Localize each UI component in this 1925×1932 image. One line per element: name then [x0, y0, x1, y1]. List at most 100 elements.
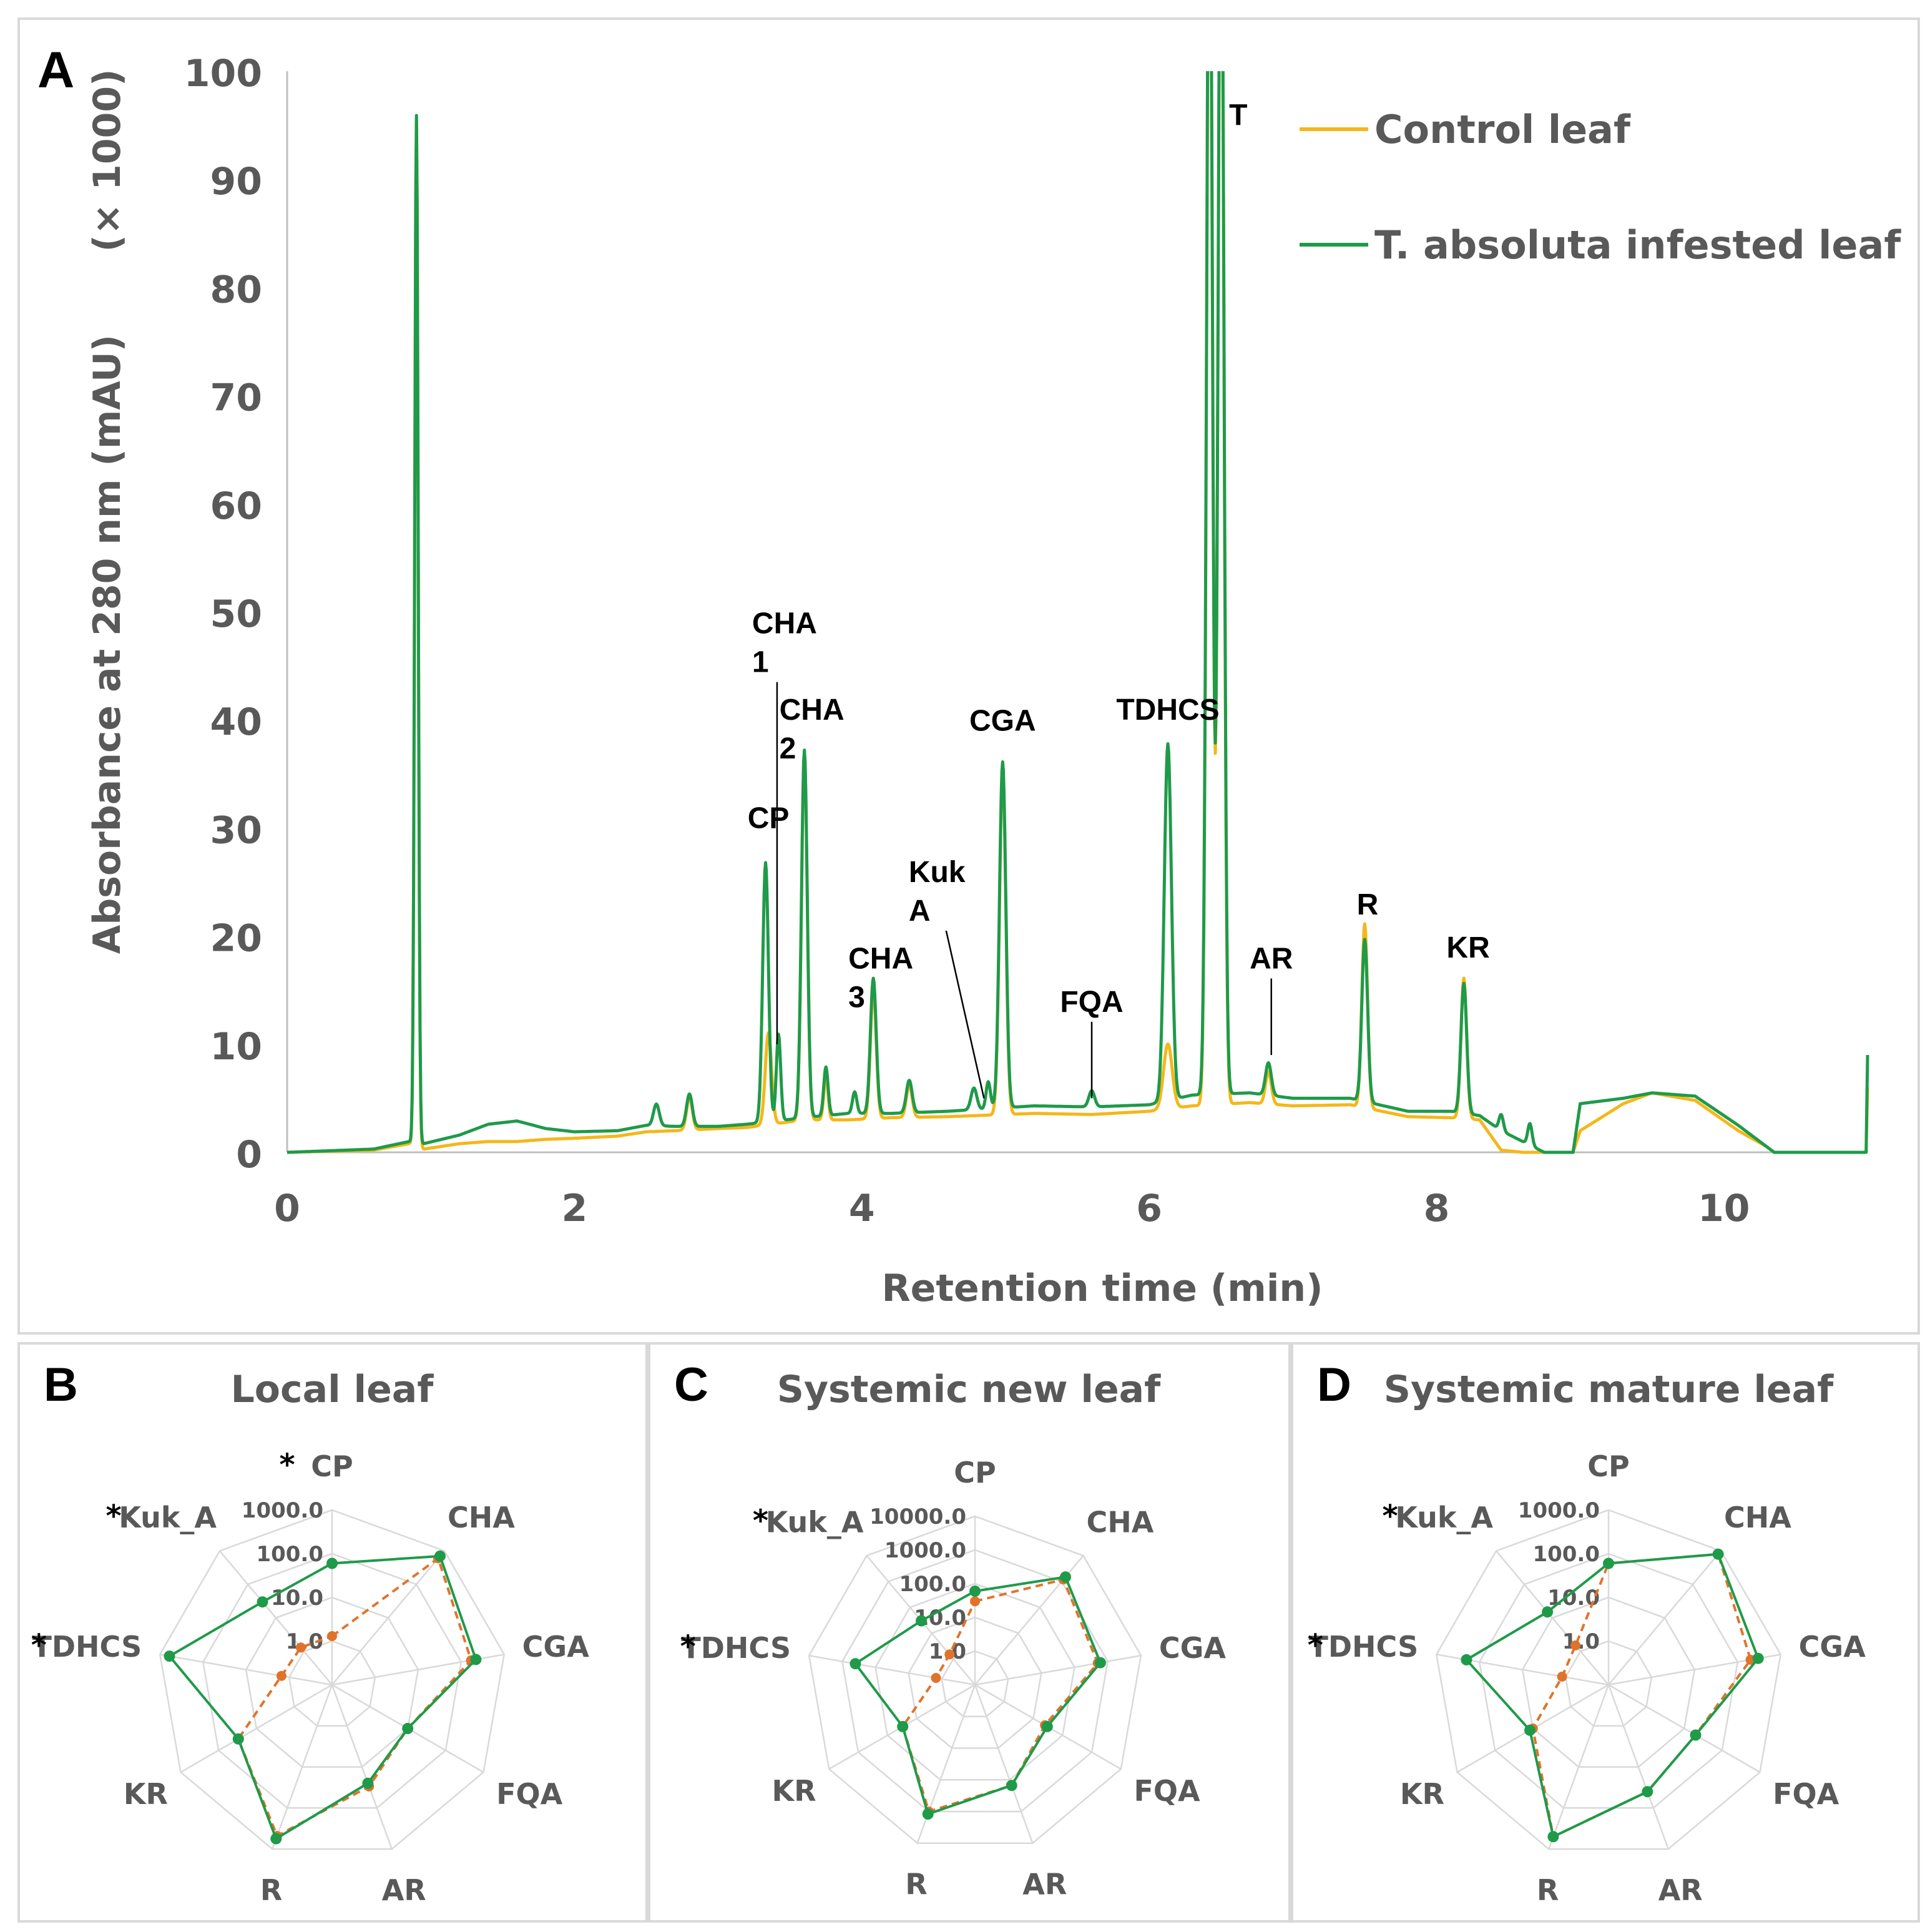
radar-category-label: CP	[311, 1449, 353, 1483]
infested-data-point	[434, 1550, 446, 1562]
radar-grid-ring	[808, 1515, 1142, 1844]
y-axis-scale-label: (× 1000)	[86, 69, 129, 252]
peak-label-tdhcs: TDHCS	[1116, 694, 1219, 727]
radar-title: Systemic new leaf	[777, 1368, 1161, 1411]
radar-category-label: CGA	[1159, 1631, 1227, 1665]
peak-label-text: 1	[752, 646, 769, 679]
radar-category-label: TDHCS	[32, 1630, 142, 1664]
infested-trace-line	[286, 71, 1869, 1154]
peak-label-text: R	[1357, 888, 1379, 921]
peak-label-kuk-a: Kuk A	[909, 856, 985, 1099]
peak-label-ar: AR	[1250, 943, 1293, 1056]
control-data-point	[276, 1670, 287, 1681]
radar-grid-ring	[941, 1650, 1009, 1717]
radar-chart-systemic-mature-leaf: D Systemic mature leaf1000.0100.010.01.0C…	[1308, 1358, 1866, 1907]
radar-ring-label: 1000.0	[884, 1538, 966, 1563]
radar-grid-ring	[288, 1640, 376, 1727]
infested-data-point	[326, 1557, 338, 1569]
infested-data-point	[897, 1720, 909, 1732]
radar-grid-ring	[874, 1582, 1075, 1781]
peak-label-kr: KR	[1446, 931, 1489, 964]
chromatogram-chart: A 0 10 20 30 40 50 60 70 80 90 100 0 2 4 6 8 10 Retention …	[37, 42, 1901, 1310]
radar-category-label: R	[260, 1873, 282, 1907]
radar-grid-ring	[245, 1596, 419, 1768]
y-tick-label: 10	[210, 1025, 263, 1069]
radar-category-label: KR	[1400, 1777, 1444, 1811]
significance-star-icon: *	[1308, 1628, 1323, 1663]
significance-star-icon: *	[31, 1628, 47, 1663]
radar-ring-label: 1000.0	[1518, 1498, 1600, 1523]
infested-data-point	[1524, 1724, 1536, 1736]
radar-spoke	[272, 1684, 333, 1850]
radar-title: Local leaf	[231, 1368, 434, 1411]
peak-label-text: TDHCS	[1116, 694, 1219, 727]
radar-category-label: R	[905, 1867, 927, 1901]
x-tick-label: 8	[1424, 1187, 1450, 1230]
x-tick-label: 10	[1698, 1187, 1750, 1230]
radar-category-label: Kuk_A	[1395, 1501, 1493, 1534]
y-tick-label: 30	[210, 808, 263, 852]
y-tick-label: 100	[184, 52, 262, 96]
radar-spoke	[1496, 1550, 1609, 1685]
radar-spoke	[331, 1684, 393, 1850]
significance-star-icon: *	[279, 1448, 295, 1483]
infested-data-point	[1094, 1657, 1106, 1669]
y-tick-label: 60	[210, 484, 263, 528]
radar-ring-label: 1.0	[1562, 1629, 1600, 1654]
radar-spoke	[974, 1684, 1034, 1844]
radar-panel-systemic-mature-leaf: D Systemic mature leaf 1000.0 100.0 10.0 1.0 C…	[1291, 1342, 1920, 1923]
infested-data-point	[270, 1833, 282, 1845]
radar-spoke	[808, 1654, 976, 1686]
radar-category-label: TDHCS	[1309, 1630, 1419, 1664]
infested-data-point	[1690, 1729, 1702, 1741]
radar-spoke	[1548, 1684, 1610, 1850]
infested-data-point	[257, 1596, 268, 1608]
x-tick-label: 6	[1136, 1187, 1162, 1230]
y-tick-label: 70	[210, 376, 263, 420]
radar-category-label: R	[1537, 1873, 1559, 1907]
radar-grid-ring	[159, 1509, 506, 1850]
infested-data-point	[1041, 1720, 1053, 1732]
peak-label-text: 2	[780, 732, 796, 765]
y-tick-label: 80	[210, 268, 263, 311]
trace-group	[286, 71, 1869, 1154]
radar-category-label: CHA	[1087, 1506, 1154, 1539]
radar-category-label: TDHCS	[681, 1631, 791, 1665]
peak-label-text: 3	[848, 981, 865, 1014]
radar-category-label: CP	[1587, 1449, 1629, 1483]
peak-label-text: CP	[748, 802, 790, 835]
infested-data-point	[1006, 1780, 1017, 1792]
panel-letter: D	[1317, 1358, 1351, 1411]
radar-grid-ring	[908, 1616, 1042, 1749]
peak-label-cp: CP	[748, 802, 790, 835]
peak-label-text: A	[909, 895, 931, 928]
radar-panel-local-leaf: B Local leaf 1000.0 100.0 10.0 1.0 CP * CHA CGA FQ…	[17, 1342, 648, 1923]
y-axis-label: Absorbance at 280 nm (mAU)	[86, 335, 129, 954]
infested-data-point	[1712, 1548, 1724, 1560]
radar-spoke	[331, 1550, 445, 1685]
y-tick-label: 0	[236, 1133, 262, 1177]
x-axis-label: Retention time (min)	[881, 1267, 1323, 1310]
peak-label-text: CHA	[780, 694, 845, 727]
radar-category-label: KR	[771, 1774, 816, 1808]
legend-label: Control leaf	[1374, 107, 1631, 152]
control-trace-line	[286, 71, 1869, 1154]
radar-title: Systemic mature leaf	[1384, 1368, 1834, 1411]
panel-letter-a: A	[37, 42, 74, 99]
radar-spoke	[160, 1654, 333, 1686]
peak-label-text: FQA	[1060, 986, 1123, 1019]
x-tick-label: 0	[274, 1187, 300, 1230]
peak-label-text: KR	[1446, 931, 1489, 964]
radar-category-label: CGA	[522, 1630, 590, 1664]
radar-panel-systemic-new-leaf: C Systemic new leaf 10000.0 1000.0 100.0 10.0…	[648, 1342, 1291, 1923]
radar-chart-local-leaf: B Local leaf1000.0100.010.01.0CP*CHACGAFQ…	[31, 1358, 590, 1907]
radar-spoke	[219, 1550, 333, 1685]
significance-star-icon: *	[1382, 1499, 1398, 1534]
chromatogram-panel: A 0 10 20 30 40 50 60 70 80 90 100 0 2 4 6 8 10 Retention …	[17, 17, 1920, 1335]
radar-category-label: AR	[382, 1873, 426, 1907]
radar-grid-ring	[1564, 1640, 1653, 1727]
peak-label-text: CGA	[969, 705, 1036, 738]
infested-data-point	[850, 1658, 861, 1670]
infested-data-point	[1461, 1654, 1472, 1665]
infested-series-line	[167, 1554, 478, 1841]
